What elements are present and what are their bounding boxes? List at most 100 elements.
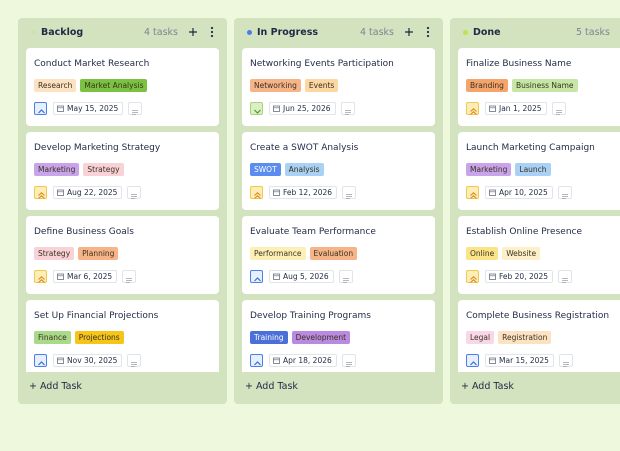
tag-list: Marketing Strategy (34, 163, 124, 176)
card-title: Launch Marketing Campaign (466, 143, 595, 153)
notes-icon[interactable] (341, 102, 355, 115)
tag: Strategy (34, 247, 75, 260)
add-button[interactable] (187, 25, 199, 42)
notes-icon[interactable] (558, 270, 572, 283)
due-date: Apr 18, 2026 (269, 354, 337, 367)
task-card[interactable]: Conduct Market Research Research Market An… (26, 48, 219, 126)
tag-list: Networking Events (250, 79, 339, 92)
more-button[interactable] (208, 25, 216, 42)
priority-icon (250, 186, 263, 199)
tag-list: Marketing Launch (466, 163, 551, 176)
task-card[interactable]: Develop Marketing Strategy Marketing Strat… (26, 132, 219, 210)
task-card[interactable]: Networking Events Participation Networkin… (242, 48, 435, 126)
tag: Marketing (34, 163, 80, 176)
task-card[interactable]: Establish Online Presence Online Website Fe… (458, 216, 620, 294)
date-text: May 15, 2025 (67, 104, 119, 113)
tag: Registration (498, 331, 552, 344)
tag-list: SWOT Analysis (250, 163, 324, 176)
notes-icon[interactable] (552, 102, 566, 115)
priority-icon (250, 270, 263, 283)
tag-list: Strategy Planning (34, 247, 119, 260)
notes-icon[interactable] (558, 186, 572, 199)
task-card[interactable]: Complete Business Registration Legal Regis… (458, 300, 620, 372)
tag: Analysis (284, 163, 324, 176)
add-task-button[interactable]: + Add Task (245, 381, 298, 392)
tag: Market Analysis (80, 79, 148, 92)
priority-icon (250, 354, 263, 367)
tag: Online (466, 247, 499, 260)
card-list: Networking Events Participation Networkin… (242, 48, 435, 372)
card-title: Establish Online Presence (466, 227, 583, 237)
card-list: Finalize Business Name Branding Business N… (458, 48, 620, 372)
priority-icon (34, 270, 47, 283)
tag: Projections (74, 331, 124, 344)
due-date: Feb 12, 2026 (269, 186, 338, 199)
notes-icon[interactable] (128, 102, 142, 115)
task-card[interactable]: Develop Training Programs Training Develop… (242, 300, 435, 372)
tag-list: Research Market Analysis (34, 79, 148, 92)
card-title: Finalize Business Name (466, 59, 572, 69)
more-button[interactable] (424, 25, 432, 42)
card-title: Set Up Financial Projections (34, 311, 159, 321)
card-title: Complete Business Registration (466, 311, 610, 321)
notes-icon[interactable] (342, 186, 356, 199)
column-title: Done (473, 27, 501, 38)
priority-icon (34, 102, 47, 115)
tag-list: Online Website (466, 247, 541, 260)
add-task-button[interactable]: + Add Task (461, 381, 514, 392)
date-text: Apr 18, 2026 (283, 356, 332, 365)
tag: Training (250, 331, 288, 344)
tag-list: Performance Evaluation (250, 247, 358, 260)
date-text: Apr 10, 2025 (499, 188, 548, 197)
date-text: Jun 25, 2026 (283, 104, 331, 113)
date-text: Jan 1, 2025 (499, 104, 542, 113)
tag: Branding (466, 79, 508, 92)
task-card[interactable]: Evaluate Team Performance Performance Eval… (242, 216, 435, 294)
add-task-button[interactable]: + Add Task (29, 381, 82, 392)
notes-icon[interactable] (559, 354, 573, 367)
due-date: May 15, 2025 (53, 102, 124, 115)
tag: Development (291, 331, 351, 344)
priority-icon (466, 186, 479, 199)
due-date: Mar 15, 2025 (485, 354, 554, 367)
due-date: Jun 25, 2026 (269, 102, 336, 115)
task-card[interactable]: Create a SWOT Analysis SWOT Analysis Feb 12… (242, 132, 435, 210)
notes-icon[interactable] (122, 270, 136, 283)
notes-icon[interactable] (342, 354, 356, 367)
task-count: 4 tasks (359, 27, 394, 38)
priority-icon (466, 354, 479, 367)
task-card[interactable]: Define Business Goals Strategy Planning Mar… (26, 216, 219, 294)
priority-icon (250, 102, 263, 115)
column: Done 5 tasks Finalize Business Name Brandin… (450, 18, 620, 404)
due-date: Apr 10, 2025 (485, 186, 553, 199)
tag: Finance (34, 331, 71, 344)
notes-icon[interactable] (127, 186, 141, 199)
due-date: Jan 1, 2025 (485, 102, 547, 115)
card-title: Define Business Goals (34, 227, 134, 237)
column-header: Done 5 tasks (450, 25, 620, 41)
date-text: Aug 5, 2026 (283, 272, 329, 281)
task-card[interactable]: Set Up Financial Projections Finance Proje… (26, 300, 219, 372)
date-text: Mar 15, 2025 (499, 356, 549, 365)
tag: SWOT (250, 163, 281, 176)
date-text: Mar 6, 2025 (67, 272, 113, 281)
due-date: Aug 5, 2026 (269, 270, 334, 283)
card-title: Networking Events Participation (250, 59, 394, 69)
notes-icon[interactable] (339, 270, 353, 283)
add-button[interactable] (403, 25, 415, 42)
column: Backlog 4 tasks Conduct Market Research Res… (18, 18, 227, 404)
priority-icon (466, 270, 479, 283)
date-text: Aug 22, 2025 (67, 188, 118, 197)
tag: Launch (515, 163, 551, 176)
card-list: Conduct Market Research Research Market An… (26, 48, 219, 372)
notes-icon[interactable] (127, 354, 141, 367)
tag: Events (304, 79, 339, 92)
status-dot (463, 30, 468, 35)
task-card[interactable]: Finalize Business Name Branding Business N… (458, 48, 620, 126)
card-title: Develop Marketing Strategy (34, 143, 161, 153)
task-card[interactable]: Launch Marketing Campaign Marketing Launch… (458, 132, 620, 210)
tag: Planning (78, 247, 119, 260)
tag: Marketing (466, 163, 512, 176)
card-title: Evaluate Team Performance (250, 227, 376, 237)
